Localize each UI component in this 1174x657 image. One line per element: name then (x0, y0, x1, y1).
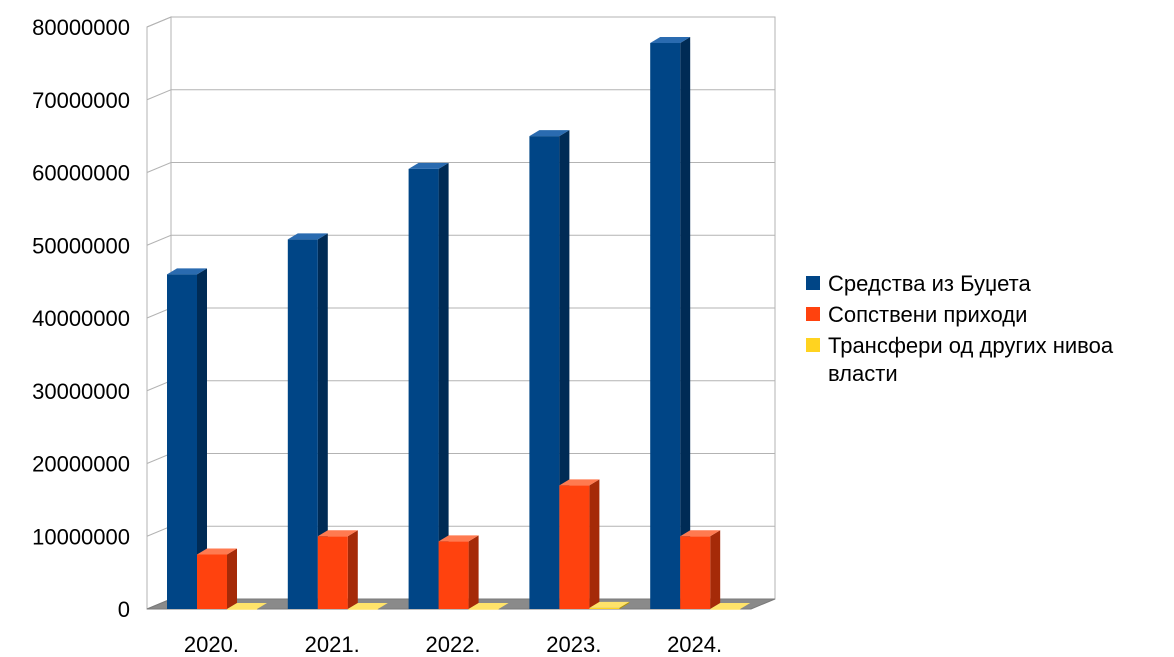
bar-top (287, 233, 328, 240)
bar (227, 603, 267, 610)
bar-top (529, 130, 570, 137)
bar-top (167, 268, 207, 275)
bar-side (317, 233, 328, 609)
y-tick-label: 20000000 (32, 452, 130, 477)
bar (680, 530, 721, 609)
bar (287, 233, 328, 609)
y-tick-label: 40000000 (32, 306, 130, 331)
legend-swatch-budget (806, 276, 820, 290)
bar-top (680, 530, 721, 537)
gridline (146, 234, 775, 246)
bar-front (347, 609, 378, 610)
legend-label-transfers: Трансфери од других нивоа власти (828, 333, 1114, 386)
gridline (146, 162, 775, 173)
bar-top (559, 479, 600, 486)
bar (589, 601, 630, 609)
bar-side (197, 268, 207, 609)
y-tick-label: 80000000 (32, 15, 130, 40)
y-axis-ticks: 0 10000000 20000000 30000000 40000000 5000000… (32, 15, 130, 622)
y-tick-label: 10000000 (32, 524, 130, 549)
bar (710, 603, 751, 610)
bar (347, 603, 388, 610)
bar-top (710, 603, 751, 609)
bar-front (559, 485, 590, 609)
bar-front (408, 168, 439, 610)
bar (197, 548, 237, 609)
y-tick-label: 0 (118, 597, 130, 622)
bar-side (227, 548, 237, 609)
bar (317, 530, 358, 609)
bar-side (468, 535, 479, 609)
legend-item-transfers: Трансфери од других нивоа власти (806, 332, 1166, 388)
x-axis-ticks: 2020. 2021. 2022. 2023. 2024. (184, 632, 722, 657)
bar-top (197, 548, 237, 555)
bar-front (710, 609, 741, 610)
bar (559, 479, 600, 609)
bar-front (167, 274, 197, 609)
x-tick-label: 2020. (184, 632, 239, 657)
legend: Средства из Буџета Сопствени приходи Тра… (806, 270, 1166, 391)
bar (167, 268, 207, 609)
bar-front (438, 541, 469, 609)
legend-swatch-own-revenue (806, 307, 820, 321)
bar-front (650, 43, 681, 609)
y-tick-label: 30000000 (32, 379, 130, 404)
y-tick-label: 50000000 (32, 233, 130, 258)
bar-top (347, 603, 388, 609)
bar-side (680, 37, 691, 609)
legend-swatch-transfers (806, 338, 820, 352)
bar-top (408, 162, 449, 169)
gridline (146, 16, 775, 28)
legend-label-budget: Средства из Буџета (828, 271, 1031, 296)
bar-front (197, 554, 227, 609)
bar (408, 162, 449, 610)
bar-top (468, 603, 509, 609)
bar-front (468, 609, 499, 610)
bar-side (710, 530, 721, 609)
legend-item-budget: Средства из Буџета (806, 270, 1166, 298)
bar-front (589, 607, 620, 609)
x-tick-label: 2022. (425, 632, 480, 657)
x-tick-label: 2021. (305, 632, 360, 657)
bar-top (438, 535, 479, 542)
legend-label-own-revenue: Сопствени приходи (828, 302, 1028, 327)
y-tick-label: 60000000 (32, 161, 130, 186)
bar-side (589, 479, 600, 609)
bar-top (589, 601, 630, 608)
bar-front (227, 609, 257, 610)
bar (468, 603, 509, 610)
bar (650, 37, 691, 609)
bar-front (317, 536, 348, 609)
gridline (146, 89, 775, 101)
bar-front (680, 536, 711, 609)
bar-top (317, 530, 358, 537)
bar-side (438, 162, 449, 610)
bar-top (650, 37, 691, 44)
bar-side (619, 601, 630, 609)
legend-item-own-revenue: Сопствени приходи (806, 301, 1166, 329)
x-tick-label: 2023. (546, 632, 601, 657)
bar-top (227, 603, 267, 609)
bar-side (347, 530, 358, 609)
bar-front (529, 136, 560, 609)
bar-front (287, 239, 318, 609)
bar (438, 535, 479, 609)
bars (167, 37, 751, 610)
y-tick-label: 70000000 (32, 88, 130, 113)
x-tick-label: 2024. (667, 632, 722, 657)
